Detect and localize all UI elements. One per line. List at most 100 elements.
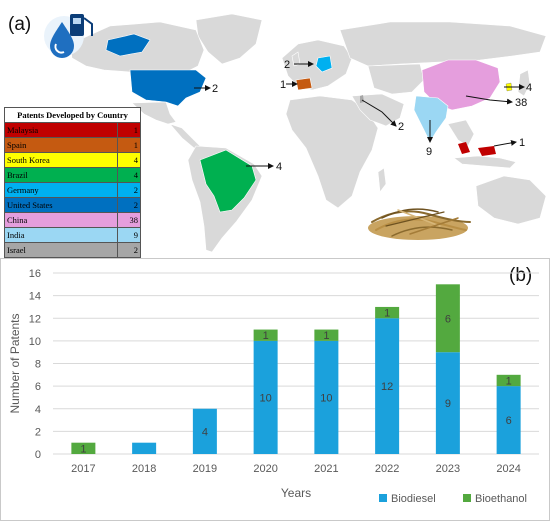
table-row: Israel 2: [4, 242, 141, 258]
bar-biodiesel-2020: [253, 340, 278, 454]
india-shape: [413, 95, 449, 143]
count-cell: 9: [117, 227, 141, 243]
x-tick-label: 2023: [436, 463, 460, 475]
count-cell: 4: [117, 167, 141, 183]
table-row: Spain 1: [4, 137, 141, 153]
data-label: 9: [445, 398, 451, 410]
callout-spain: 1: [280, 79, 286, 91]
mexico-shape: [131, 101, 177, 125]
y-tick-label: 6: [35, 381, 41, 393]
alaska-shape: [105, 33, 151, 57]
bar-bioethanol-2017: [71, 442, 96, 454]
table-row: Germany 2: [4, 182, 141, 198]
country-cell: South Korea: [4, 152, 118, 168]
bar-biodiesel-2019: [192, 408, 217, 454]
indonesia-shape: [453, 155, 517, 169]
malaysia-borneo-shape: [478, 146, 496, 156]
callout-germany: 2: [284, 59, 290, 71]
y-tick-label: 16: [29, 268, 41, 280]
y-tick-label: 8: [35, 359, 41, 371]
bar-biodiesel-2023: [435, 352, 460, 454]
spain-shape: [295, 77, 313, 91]
country-cell: China: [4, 212, 118, 228]
table-row: South Korea 4: [4, 152, 141, 168]
bar-bioethanol-2022: [375, 306, 400, 319]
y-tick-label: 10: [29, 336, 41, 348]
data-label: 6: [445, 313, 451, 325]
central-asia-shape: [367, 63, 425, 95]
usa-shape: [129, 69, 207, 107]
bar-bioethanol-2024: [496, 374, 521, 387]
country-cell: Brazil: [4, 167, 118, 183]
country-cell: Germany: [4, 182, 118, 198]
greenland-shape: [195, 13, 263, 65]
biomass-pile-icon: [368, 208, 471, 240]
central-america-shape: [169, 123, 201, 149]
y-tick-label: 0: [35, 449, 41, 461]
table-row: Brazil 4: [4, 167, 141, 183]
chart-panel: (b) 0 2 4 6 8 10 12 14 16 1 2017 2018 4 2019 10 1 2020 10…: [0, 258, 550, 521]
patents-by-country-table: Patents Developed by Country Malaysia 1 Sp…: [4, 107, 141, 258]
fuel-drop-logo-icon: [44, 14, 93, 58]
brazil-shape: [199, 149, 257, 213]
bar-bioethanol-2023: [435, 284, 460, 353]
panel-label-a: (a): [8, 14, 32, 35]
legend-swatch-biodiesel: [379, 494, 387, 502]
data-label: 6: [506, 415, 512, 427]
table-row: United States 2: [4, 197, 141, 213]
count-cell: 1: [117, 122, 141, 138]
australia-shape: [475, 175, 547, 225]
table-header: Patents Developed by Country: [4, 107, 141, 123]
count-cell: 2: [117, 197, 141, 213]
bar-bioethanol-2020: [253, 329, 278, 341]
malaysia-shape: [458, 142, 470, 154]
bar-biodiesel-2021: [314, 340, 339, 454]
table-row: India 9: [4, 227, 141, 243]
bar-biodiesel-2018: [132, 442, 157, 454]
table-row: China 38: [4, 212, 141, 228]
germany-shape: [315, 55, 333, 73]
data-label: 1: [506, 375, 512, 387]
y-axis-title: Number of Patents: [8, 313, 22, 413]
russia-shape: [339, 21, 547, 67]
country-cell: India: [4, 227, 118, 243]
callout-south-korea: 4: [526, 82, 532, 94]
country-cell: Malaysia: [4, 122, 118, 138]
southeast-asia-shape: [447, 119, 475, 147]
country-cell: Israel: [4, 242, 118, 258]
table-row: Malaysia 1: [4, 122, 141, 138]
map-panel: 2 4 2 1 2 9 38 4 1: [0, 0, 550, 258]
data-label: 1: [263, 330, 269, 342]
x-tick-label: 2018: [132, 463, 156, 475]
count-cell: 2: [117, 242, 141, 258]
count-cell: 4: [117, 152, 141, 168]
data-label: 12: [381, 381, 393, 393]
data-label: 10: [260, 392, 272, 404]
legend-label-biodiesel: Biodiesel: [391, 493, 436, 505]
count-cell: 1: [117, 137, 141, 153]
data-label: 4: [202, 426, 208, 438]
world-map: 2 4 2 1 2 9 38 4 1: [44, 13, 547, 253]
callout-brazil: 4: [276, 161, 282, 173]
count-cell: 38: [117, 212, 141, 228]
country-cell: United States: [4, 197, 118, 213]
callout-israel: 2: [398, 121, 404, 133]
madagascar-shape: [377, 167, 387, 193]
data-label: 1: [80, 443, 86, 455]
data-label: 1: [384, 308, 390, 320]
data-label: 10: [320, 392, 332, 404]
legend-label-bioethanol: Bioethanol: [475, 493, 527, 505]
data-label: 1: [323, 330, 329, 342]
y-tick-label: 12: [29, 313, 41, 325]
x-tick-label: 2020: [253, 463, 277, 475]
x-tick-label: 2021: [314, 463, 338, 475]
x-tick-label: 2024: [496, 463, 520, 475]
bar-biodiesel-2024: [496, 386, 521, 454]
legend-swatch-bioethanol: [463, 494, 471, 502]
x-tick-label: 2019: [193, 463, 217, 475]
y-tick-label: 4: [35, 404, 41, 416]
callout-india: 9: [426, 146, 432, 158]
callout-malaysia: 1: [519, 137, 525, 149]
y-tick-label: 14: [29, 291, 41, 303]
